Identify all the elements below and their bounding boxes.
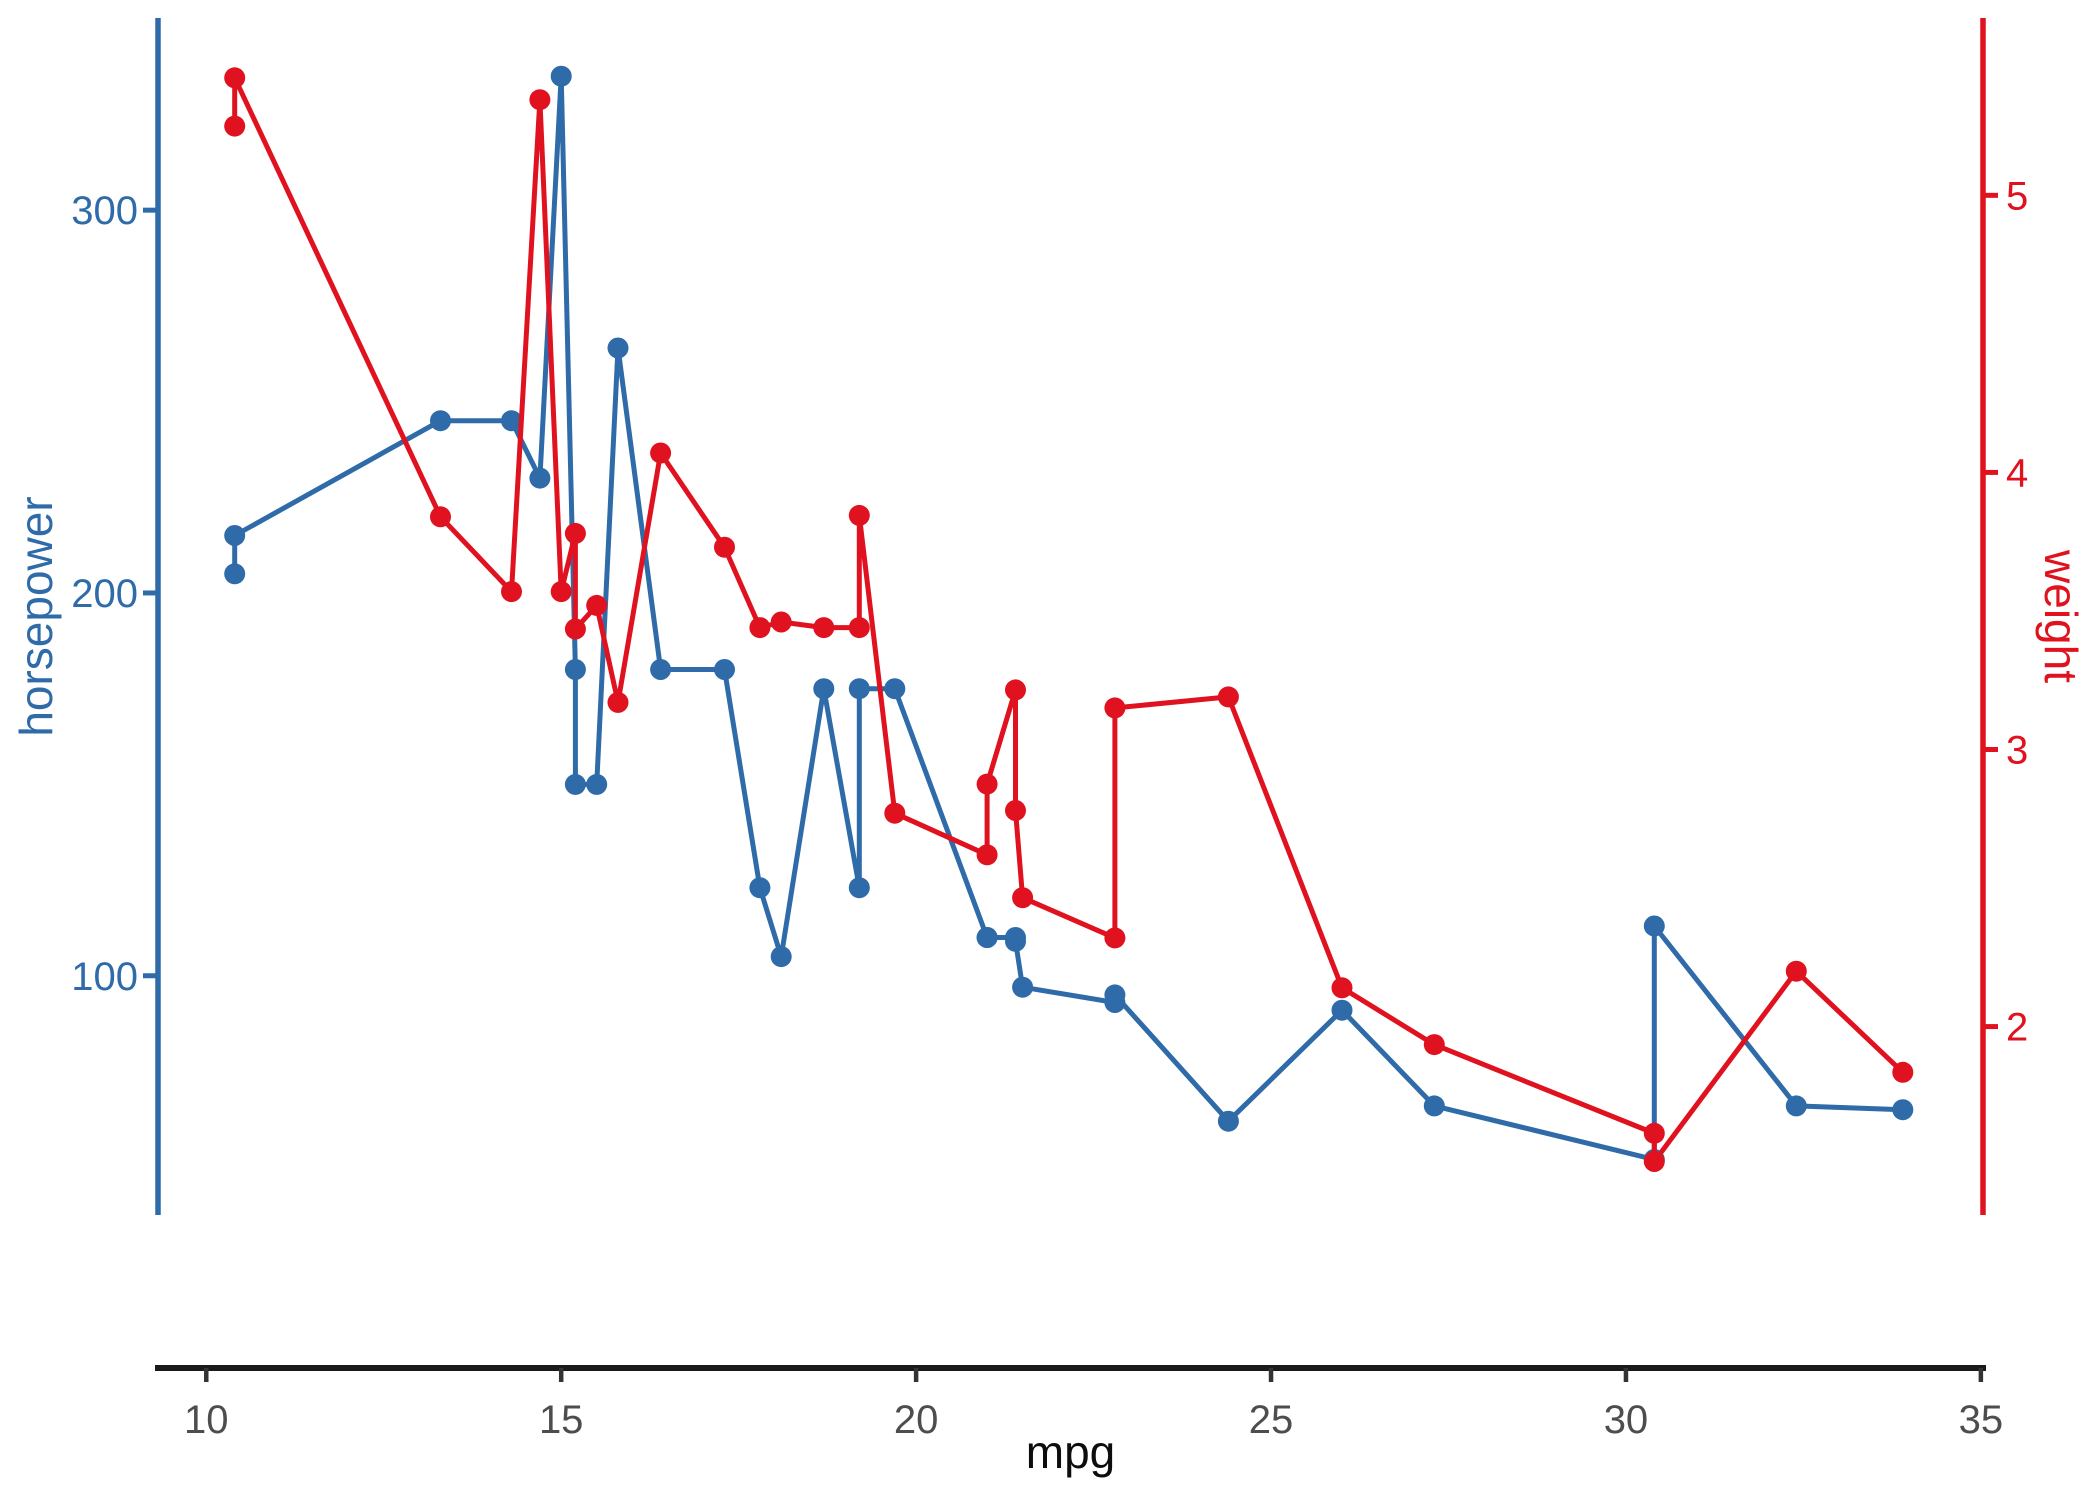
- horsepower-point: [529, 467, 551, 489]
- weight-point: [224, 67, 246, 89]
- weight-point: [813, 617, 835, 639]
- left-axis-tick-label: 100: [71, 955, 138, 999]
- horsepower-point: [1643, 915, 1665, 937]
- horsepower-point: [749, 877, 771, 899]
- horsepower-point: [224, 525, 246, 546]
- horsepower-point: [550, 65, 572, 87]
- horsepower-point: [1104, 984, 1126, 1006]
- weight-point: [848, 617, 870, 639]
- horsepower-point: [1892, 1099, 1914, 1121]
- horsepower-point: [564, 773, 586, 795]
- weight-point: [650, 442, 672, 464]
- series-weight: [224, 67, 1914, 1172]
- horsepower-point: [848, 877, 870, 899]
- horsepower-point: [224, 563, 246, 585]
- weight-point: [501, 581, 522, 603]
- weight-point: [529, 89, 551, 111]
- horsepower-point: [564, 659, 586, 680]
- x-axis-tick-label: 15: [539, 1398, 584, 1442]
- x-axis-tick-label: 20: [894, 1398, 939, 1442]
- weight-point: [550, 581, 572, 603]
- horsepower-point: [1217, 1110, 1239, 1132]
- horsepower-line: [232, 73, 1903, 1162]
- horsepower-point: [714, 659, 735, 680]
- x-axis-tick-label: 10: [184, 1398, 229, 1442]
- weight-point: [564, 618, 586, 640]
- series-horsepower: [224, 65, 1914, 1170]
- horsepower-point: [430, 410, 451, 432]
- weight-point: [770, 611, 792, 633]
- weight-point: [1104, 697, 1126, 719]
- weight-point: [976, 773, 998, 795]
- horsepower-point: [650, 659, 672, 680]
- horsepower-point: [1785, 1095, 1807, 1117]
- right-axis-tick-label: 2: [2006, 1006, 2028, 1050]
- horsepower-point: [1005, 930, 1026, 952]
- right-axis-tick-label: 3: [2006, 729, 2028, 773]
- left-axis-tick-label: 200: [71, 572, 138, 616]
- horsepower-point: [813, 678, 835, 700]
- horsepower-point: [884, 678, 906, 700]
- x-axis-tick-label: 35: [1959, 1398, 2004, 1442]
- weight-point: [607, 691, 629, 713]
- horsepower-point: [501, 410, 522, 432]
- horsepower-point: [976, 927, 998, 948]
- weight-point: [976, 844, 998, 866]
- weight-point: [1785, 960, 1807, 982]
- right-axis-tick-label: 4: [2006, 451, 2028, 495]
- x-axis-tick-label: 30: [1604, 1398, 1649, 1442]
- weight-point: [1104, 927, 1126, 949]
- left-axis-tick-label: 300: [71, 189, 138, 233]
- weight-point: [848, 504, 870, 526]
- horsepower-point: [770, 946, 792, 968]
- horsepower-point: [607, 337, 629, 359]
- horsepower-point: [1012, 976, 1034, 998]
- x-axis-title: mpg: [1026, 1426, 1115, 1478]
- horsepower-point: [1331, 999, 1353, 1021]
- weight-point: [1423, 1034, 1445, 1056]
- weight-point: [1012, 887, 1034, 909]
- weight-point: [1217, 686, 1239, 708]
- horsepower-point: [1423, 1095, 1445, 1117]
- weight-point: [1005, 679, 1026, 701]
- right-axis-title: weight: [2035, 549, 2087, 683]
- weight-point: [714, 536, 735, 558]
- left-axis-title: horsepower: [10, 496, 62, 736]
- weight-point: [1331, 977, 1353, 999]
- weight-point: [1643, 1151, 1665, 1172]
- weight-point: [749, 617, 771, 639]
- weight-point: [564, 522, 586, 544]
- weight-point: [586, 594, 608, 616]
- weight-point: [1005, 800, 1026, 821]
- weight-point: [224, 115, 246, 137]
- horsepower-point: [848, 678, 870, 700]
- weight-point: [1643, 1122, 1665, 1144]
- weight-point: [884, 802, 906, 824]
- horsepower-point: [586, 773, 608, 795]
- right-axis-tick-label: 5: [2006, 174, 2028, 218]
- weight-point: [1892, 1061, 1914, 1083]
- x-axis-tick-label: 25: [1249, 1398, 1294, 1442]
- weight-point: [430, 506, 451, 528]
